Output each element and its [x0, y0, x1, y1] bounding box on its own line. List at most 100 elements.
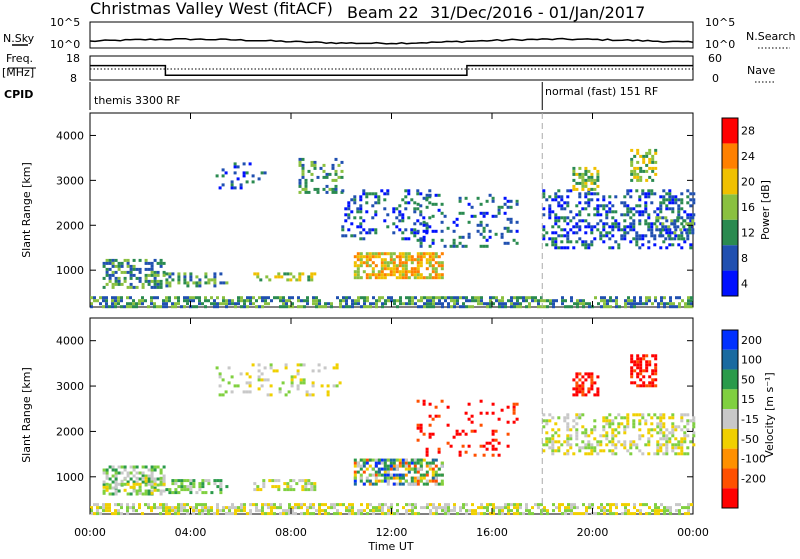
scatter-cell: [566, 234, 570, 238]
scatter-cell: [629, 443, 633, 447]
scatter-cell: [210, 491, 214, 495]
scatter-cell: [500, 235, 504, 239]
scatter-cell: [221, 393, 225, 397]
scatter-cell: [111, 273, 115, 277]
scatter-cell: [611, 422, 615, 426]
scatter-cell: [300, 512, 303, 516]
scatter-cell: [596, 178, 600, 182]
scatter-cell: [284, 363, 288, 367]
scatter-cell: [600, 305, 603, 309]
scatter-cell: [350, 198, 354, 202]
scatter-cell: [222, 296, 225, 300]
scatter-cell: [450, 305, 453, 309]
scatter-cell: [659, 204, 663, 208]
scatter-cell: [648, 166, 652, 170]
scatter-cell: [135, 482, 139, 486]
scatter-cell: [359, 261, 363, 265]
scatter-cell: [677, 452, 681, 456]
scatter-cell: [441, 296, 444, 300]
scatter-cell: [174, 482, 178, 486]
scatter-cell: [623, 425, 627, 429]
cpid-mode-2: normal (fast) 151 RF: [545, 85, 658, 98]
scatter-cell: [437, 414, 441, 418]
scatter-cell: [389, 467, 393, 471]
scatter-cell: [633, 296, 636, 300]
scatter-cell: [657, 305, 660, 309]
scatter-cell: [453, 302, 456, 306]
scatter-cell: [383, 264, 387, 268]
scatter-cell: [392, 264, 396, 268]
scatter-cell: [578, 237, 582, 241]
scatter-cell: [581, 175, 585, 179]
scatter-cell: [617, 243, 621, 247]
scatter-cell: [596, 375, 600, 379]
scatter-cell: [635, 210, 639, 214]
scatter-cell: [380, 267, 384, 271]
scatter-cell: [108, 477, 112, 481]
scatter-cell: [425, 267, 429, 271]
scatter-cell: [105, 468, 109, 472]
scatter-cell: [575, 222, 579, 226]
scatter-cell: [233, 162, 237, 166]
scatter-cell: [542, 449, 546, 453]
scatter-cell: [434, 276, 438, 280]
scatter-cell: [663, 509, 666, 513]
scatter-cell: [356, 273, 360, 277]
scatter-cell: [345, 305, 348, 309]
scatter-cell: [111, 299, 114, 303]
scatter-cell: [381, 506, 384, 510]
scatter-cell: [380, 252, 384, 256]
scatter-cell: [647, 228, 651, 232]
scatter-cell: [525, 299, 528, 303]
scatter-cell: [566, 189, 570, 193]
scatter-cell: [531, 506, 534, 510]
scatter-cell: [664, 237, 668, 241]
scatter-cell: [630, 172, 634, 176]
scatter-cell: [313, 482, 317, 486]
scatter-cell: [395, 267, 399, 271]
scatter-cell: [675, 503, 678, 507]
scatter-cell: [225, 506, 228, 510]
scatter-cell: [648, 157, 652, 161]
scatter-cell: [360, 305, 363, 309]
scatter-cell: [105, 485, 109, 489]
scatter-cell: [569, 228, 573, 232]
scatter-cell: [390, 503, 393, 507]
scatter-cell: [692, 416, 696, 420]
scatter-cell: [186, 512, 189, 516]
scatter-cell: [692, 192, 696, 196]
scatter-cell: [548, 437, 552, 441]
scatter-cell: [411, 509, 414, 513]
scatter-cell: [366, 506, 369, 510]
scatter-cell: [102, 276, 106, 280]
scatter-cell: [395, 270, 399, 274]
scatter-cell: [414, 512, 417, 516]
scatter-cell: [224, 390, 228, 394]
scatter-cell: [387, 512, 390, 516]
scatter-cell: [377, 198, 381, 202]
scatter-cell: [132, 509, 135, 513]
scatter-cell: [279, 299, 282, 303]
scatter-cell: [432, 302, 435, 306]
scatter-cell: [680, 446, 684, 450]
scatter-cell: [542, 419, 546, 423]
scatter-cell: [593, 449, 597, 453]
scatter-cell: [627, 503, 630, 507]
scatter-cell: [243, 503, 246, 507]
scatter-cell: [528, 302, 531, 306]
scatter-cell: [680, 216, 684, 220]
scatter-cell: [300, 305, 303, 309]
scatter-cell: [310, 278, 314, 282]
scatter-cell: [671, 413, 675, 417]
scatter-cell: [440, 229, 444, 233]
scatter-cell: [561, 299, 564, 303]
scatter-cell: [126, 474, 130, 478]
scatter-cell: [228, 509, 231, 513]
scatter-cell: [509, 220, 513, 224]
scatter-cell: [560, 216, 564, 220]
scatter-cell: [323, 366, 327, 370]
scatter-cell: [662, 413, 666, 417]
scatter-cell: [419, 479, 423, 483]
scatter-cell: [671, 231, 675, 235]
scatter-cell: [606, 299, 609, 303]
